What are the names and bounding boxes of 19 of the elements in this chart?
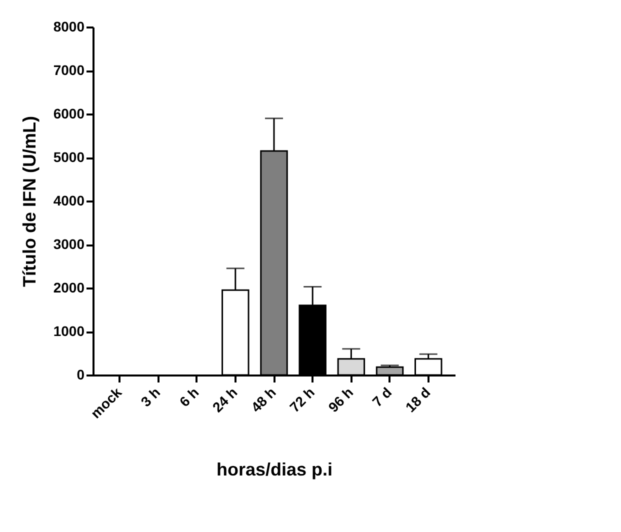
y-tick-label: 2000 <box>53 280 85 296</box>
x-tick-label: 48 h <box>248 384 279 416</box>
x-tick-label: 7 d <box>369 384 395 410</box>
y-tick-label: 7000 <box>53 62 85 78</box>
x-axis-title: horas/dias p.i <box>216 459 333 480</box>
x-tick-label: 18 d <box>402 384 434 416</box>
y-tick-label: 5000 <box>53 149 85 165</box>
x-tick-label: 24 h <box>209 384 240 416</box>
y-tick-label: 8000 <box>53 18 85 34</box>
x-tick-label: 3 h <box>138 384 164 410</box>
y-tick-label: 3000 <box>53 236 85 252</box>
y-tick-label: 6000 <box>53 106 85 122</box>
x-tick-label: 72 h <box>286 384 318 416</box>
y-axis-title: Título de IFN (U/mL) <box>19 116 40 287</box>
x-tick-label: 96 h <box>325 384 356 416</box>
y-tick-label: 1000 <box>53 323 85 339</box>
x-tick-label: 6 h <box>176 384 202 410</box>
y-tick-label: 4000 <box>53 192 85 208</box>
y-tick-label: 0 <box>76 366 85 382</box>
